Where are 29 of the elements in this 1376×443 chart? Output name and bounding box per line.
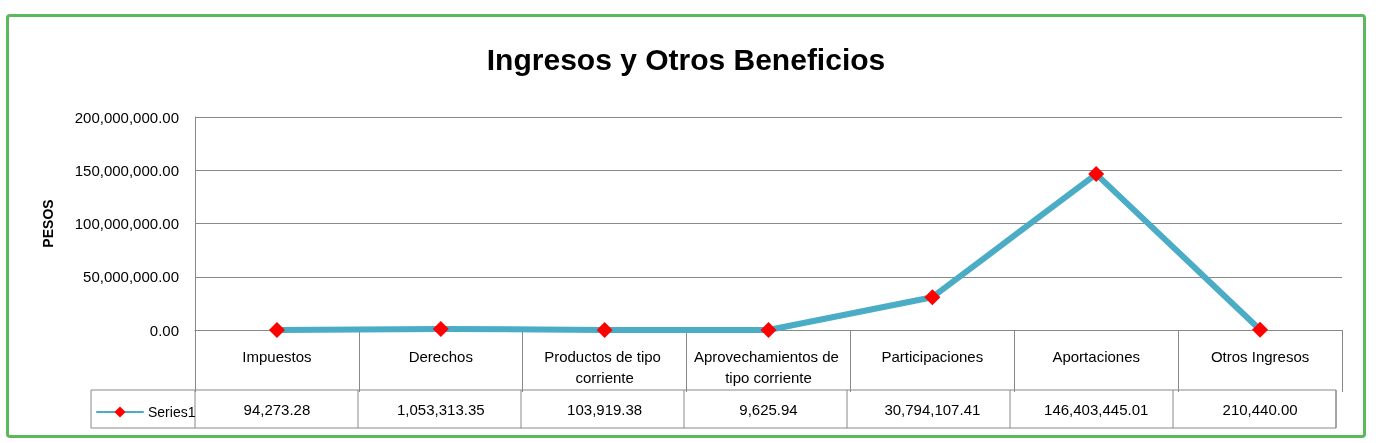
data-label: 146,403,445.01 [1044,400,1149,418]
x-tick-label: Participaciones [881,348,984,365]
y-tick-label: 200,000,000.00 [74,108,179,126]
point [924,289,941,306]
data-label: 9,625.94 [739,400,798,418]
point [268,321,285,338]
y-tick-label: 150,000,000.00 [74,161,179,179]
data-label: 30,794,107.41 [884,400,981,418]
x-tick-label: Impuestos [242,348,312,365]
point [432,320,449,337]
x-tick-label: Otros Ingresos [1210,348,1310,365]
x-tick-label: Derechos [408,348,473,365]
data-label: 1,053,313.35 [396,400,485,418]
y-tick-label: 100,000,000.00 [74,215,179,232]
data-label: 103,919.38 [567,400,643,418]
x-tick-label: Aprovechamientos de tipo corriente [693,348,844,386]
point [760,321,777,338]
x-tick-label: Productos de tipo corriente [544,348,666,386]
point [1088,166,1105,183]
y-axis-title: PESOS [40,199,56,248]
point [596,321,613,338]
point [1252,321,1269,338]
legend-label: Series1 [148,404,196,420]
y-tick-label: 0.00 [149,321,179,339]
data-label: 210,440.00 [1222,400,1298,418]
y-tick-label: 50,000,000.00 [83,268,179,286]
chart-title: Ingresos y Otros Beneficios [486,42,886,76]
data-label: 94,273.28 [243,400,311,418]
x-tick-label: Aportaciones [1052,348,1140,365]
